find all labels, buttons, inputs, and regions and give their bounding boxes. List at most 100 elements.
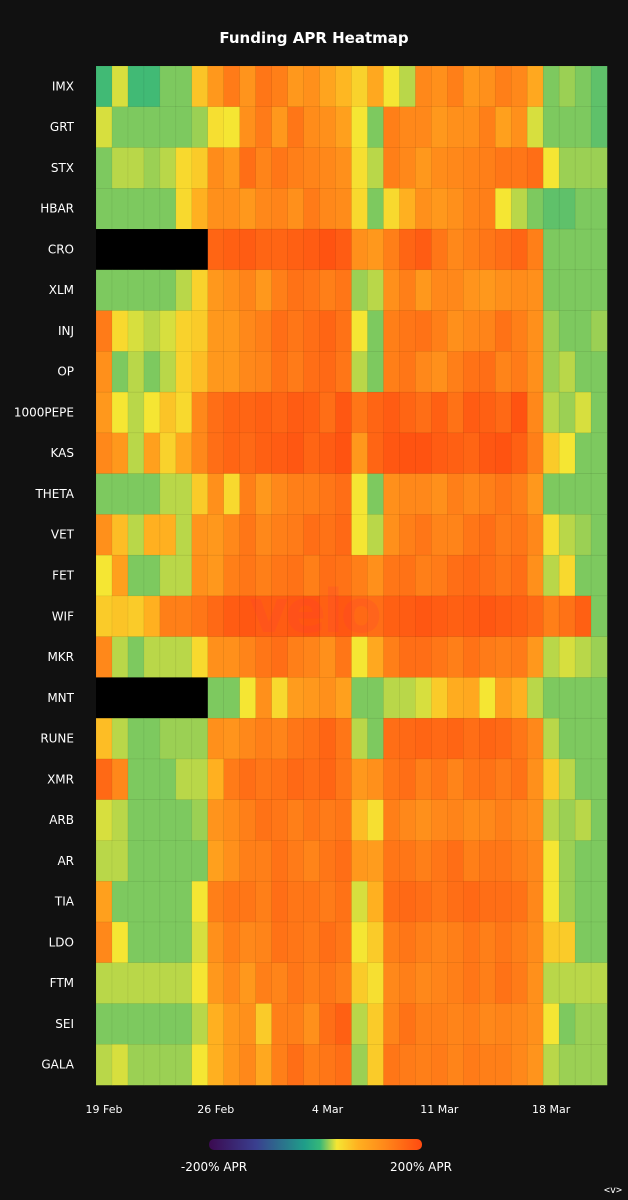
heatmap-cell xyxy=(542,595,560,638)
heatmap-cell xyxy=(207,799,225,841)
heatmap-cell xyxy=(351,147,369,189)
heatmap-cell xyxy=(447,758,464,801)
heatmap-cell xyxy=(271,514,289,556)
heatmap-cell xyxy=(159,962,177,1005)
heatmap-cell xyxy=(143,473,161,515)
row-label: THETA xyxy=(34,487,74,501)
heatmap-cell xyxy=(191,1043,209,1086)
heatmap-cell xyxy=(127,188,145,230)
heatmap-cell xyxy=(271,840,289,882)
heatmap-cell xyxy=(319,351,337,393)
heatmap-cell xyxy=(399,310,416,352)
heatmap-cell xyxy=(127,554,145,597)
heatmap-cell xyxy=(415,228,432,271)
heatmap-cell xyxy=(574,310,592,352)
heatmap-cell xyxy=(223,717,241,760)
heatmap-cell xyxy=(159,636,177,678)
heatmap-cell xyxy=(319,432,337,475)
heatmap-cell xyxy=(463,1003,480,1045)
heatmap-cell xyxy=(574,677,592,719)
heatmap-cell xyxy=(111,310,129,352)
heatmap-cell xyxy=(287,514,305,556)
heatmap-cell xyxy=(367,432,384,475)
heatmap-cell xyxy=(319,310,337,352)
heatmap-cell xyxy=(542,717,560,760)
heatmap-cell xyxy=(319,188,337,230)
heatmap-cell xyxy=(367,840,384,882)
heatmap-cell xyxy=(351,880,369,923)
heatmap-cell xyxy=(574,636,592,678)
heatmap-cell xyxy=(159,269,177,312)
heatmap-cell xyxy=(335,351,353,393)
heatmap-cell xyxy=(223,65,241,108)
heatmap-cell xyxy=(319,391,337,434)
heatmap-cell xyxy=(303,269,321,312)
heatmap-cell xyxy=(494,717,512,760)
heatmap-cell xyxy=(463,228,480,271)
heatmap-cell xyxy=(175,310,193,352)
heatmap-cell xyxy=(526,636,544,678)
heatmap-cell xyxy=(143,554,161,597)
heatmap-cell xyxy=(367,758,384,801)
heatmap-cell xyxy=(399,962,416,1005)
heatmap-cell xyxy=(463,758,480,801)
heatmap-cell xyxy=(143,65,161,108)
heatmap-cell xyxy=(96,229,113,271)
heatmap-cell xyxy=(175,636,193,678)
heatmap-cell xyxy=(447,554,464,597)
heatmap-cell xyxy=(447,962,464,1005)
heatmap-cell xyxy=(255,1003,273,1045)
heatmap-cell xyxy=(143,432,161,475)
x-tick-label: 26 Feb xyxy=(197,1103,234,1116)
heatmap-cell xyxy=(255,1043,273,1086)
heatmap-cell xyxy=(239,758,257,801)
heatmap-cell xyxy=(431,962,448,1005)
heatmap-cell xyxy=(510,880,528,923)
heatmap-cell xyxy=(159,554,177,597)
heatmap-cell xyxy=(479,188,496,230)
row-label: HBAR xyxy=(40,202,74,216)
heatmap-cell xyxy=(542,799,560,841)
heatmap-cell xyxy=(239,473,257,515)
heatmap-cell xyxy=(191,473,209,515)
heatmap-cell xyxy=(143,717,161,760)
heatmap-cell xyxy=(95,65,113,108)
heatmap-cell xyxy=(558,758,576,801)
heatmap-cell xyxy=(447,228,464,271)
heatmap-cell xyxy=(303,1003,321,1045)
heatmap-cell xyxy=(95,840,113,882)
heatmap-cell xyxy=(510,432,528,475)
heatmap-cell xyxy=(399,677,416,719)
heatmap-cell xyxy=(399,921,416,964)
heatmap-cell xyxy=(479,391,496,434)
heatmap-cell xyxy=(111,514,129,556)
heatmap-cell xyxy=(431,65,448,108)
heatmap-cell xyxy=(399,595,416,638)
heatmap-cell xyxy=(558,65,576,108)
heatmap-cell xyxy=(127,106,145,149)
heatmap-cell xyxy=(303,758,321,801)
heatmap-cell xyxy=(526,921,544,964)
heatmap-cell xyxy=(463,269,480,312)
heatmap-cell xyxy=(159,65,177,108)
heatmap-cell xyxy=(542,351,560,393)
heatmap-cell xyxy=(399,473,416,515)
heatmap-cell xyxy=(127,921,145,964)
heatmap-cell xyxy=(590,514,608,556)
heatmap-cell xyxy=(175,880,193,923)
heatmap-cell xyxy=(303,432,321,475)
heatmap-cell xyxy=(415,351,432,393)
row-labels: IMX GRT STX HBAR CRO XLM INJ OP 1000PEPE KAS THETA… xyxy=(14,79,75,1071)
heatmap-cell xyxy=(175,554,193,597)
heatmap-cell xyxy=(558,351,576,393)
heatmap-cell xyxy=(159,758,177,801)
heatmap-cell xyxy=(494,595,512,638)
heatmap-cell xyxy=(526,840,544,882)
heatmap-cell xyxy=(383,921,400,964)
heatmap-cell xyxy=(494,921,512,964)
heatmap-cell xyxy=(431,432,448,475)
heatmap-cell xyxy=(542,554,560,597)
heatmap-cell xyxy=(239,880,257,923)
heatmap-cell xyxy=(239,391,257,434)
heatmap-cell xyxy=(399,391,416,434)
